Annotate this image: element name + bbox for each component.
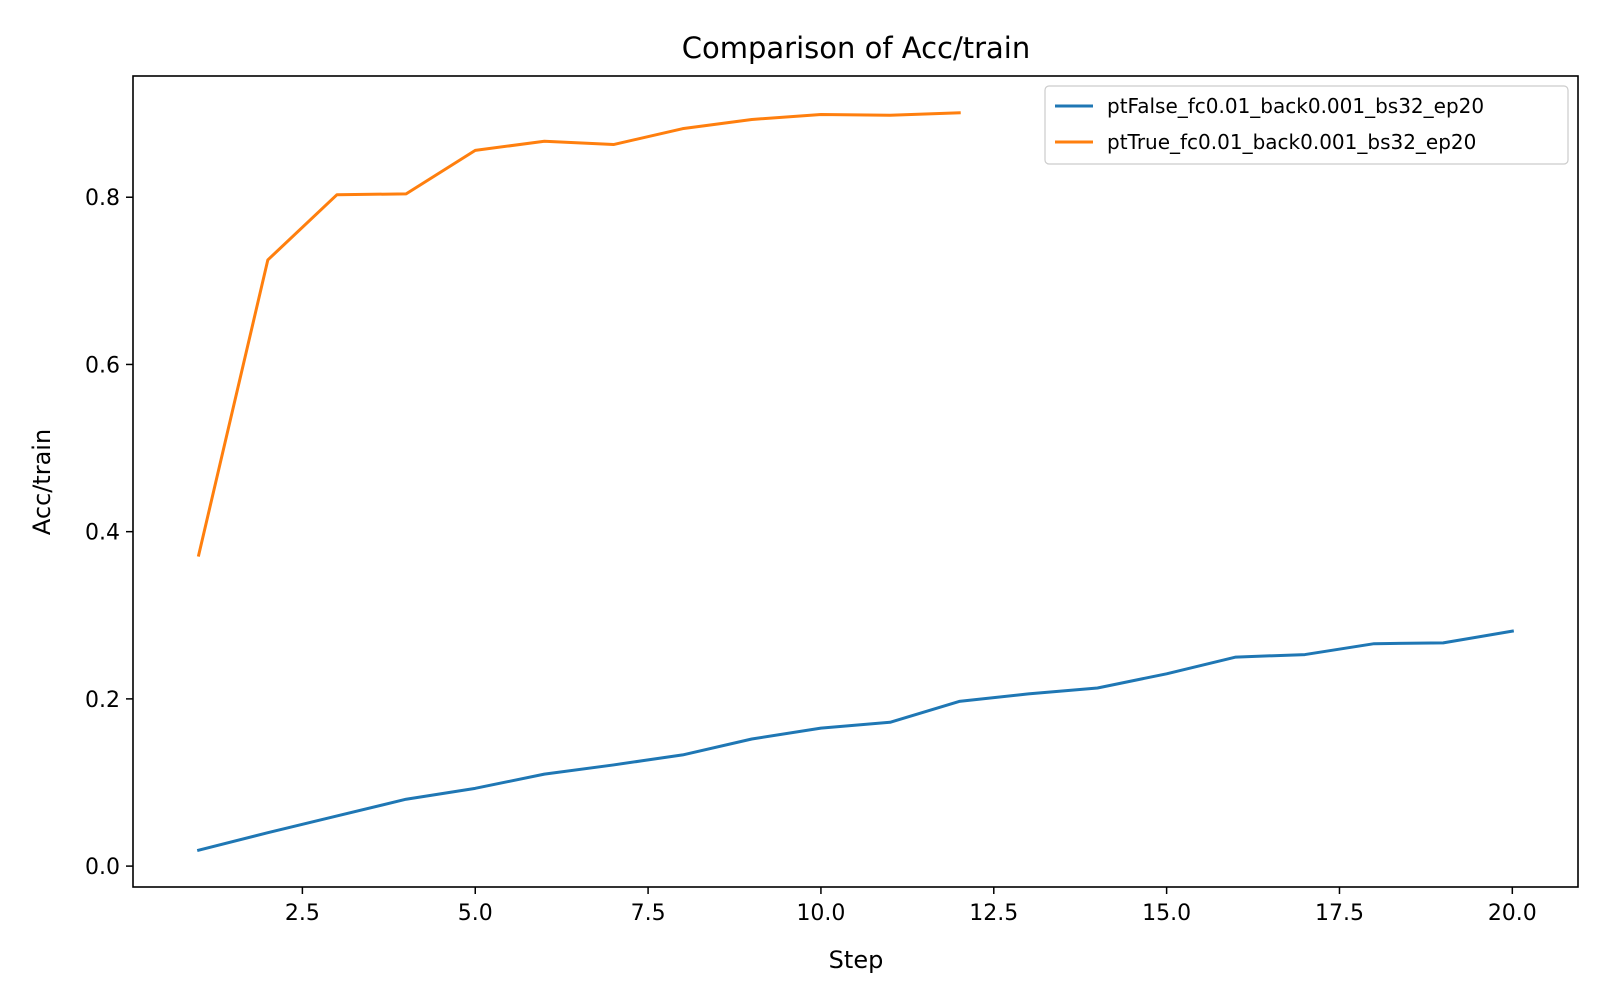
chart-title: Comparison of Acc/train [682,31,1031,65]
x-tick-label: 17.5 [1315,901,1364,926]
plot-frame [132,75,1579,888]
x-tick-label: 2.5 [285,901,320,926]
legend-label-2: ptTrue_fc0.01_back0.001_bs32_ep20 [1107,130,1476,154]
series-layer [196,111,1515,853]
x-axis: 2.5 5.0 7.5 10.0 12.5 15.0 17.5 20.0 [285,887,1537,926]
legend-box [1044,85,1569,165]
y-tick-label: 0.0 [85,855,120,880]
y-axis-label: Acc/train [28,429,56,535]
x-axis-label: Step [829,946,884,974]
y-tick-label: 0.6 [85,353,120,378]
x-tick-label: 15.0 [1142,901,1191,926]
y-axis: 0.0 0.2 0.4 0.6 0.8 [85,186,133,880]
x-tick-label: 10.0 [796,901,845,926]
x-tick-label: 5.0 [458,901,493,926]
y-tick-label: 0.8 [85,186,120,211]
legend-label-1: ptFalse_fc0.01_back0.001_bs32_ep20 [1107,94,1484,118]
x-tick-label: 12.5 [969,901,1018,926]
y-tick-label: 0.4 [85,521,120,546]
series-line-1 [196,629,1515,853]
legend: ptFalse_fc0.01_back0.001_bs32_ep20 ptTrue… [1044,85,1569,165]
y-tick-label: 0.2 [85,688,120,713]
x-tick-label: 7.5 [631,901,666,926]
series-line-2 [196,111,961,557]
x-tick-label: 20.0 [1488,901,1537,926]
